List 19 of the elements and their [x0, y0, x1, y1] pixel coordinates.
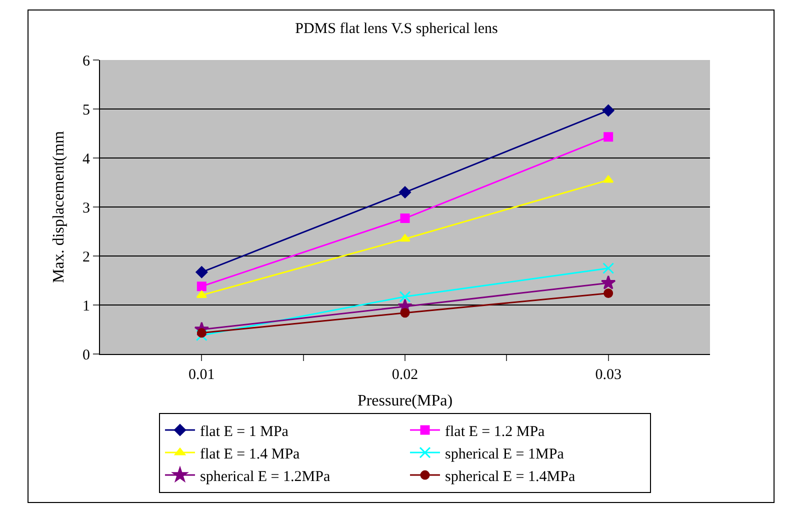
- y-tick-label: 4: [82, 151, 90, 168]
- x-tick-label: 0.02: [392, 367, 418, 383]
- legend-label: flat E = 1.4 MPa: [200, 446, 300, 462]
- x-tick-label: 0.01: [188, 367, 215, 383]
- y-tick-label: 6: [82, 53, 90, 70]
- y-tick-label: 3: [82, 200, 90, 216]
- legend-label: spherical E = 1MPa: [445, 446, 564, 462]
- y-tick-label: 0: [82, 347, 90, 364]
- y-axis-title: Max. displacement(mm: [50, 130, 68, 283]
- legend-label: flat E = 1 MPa: [200, 424, 289, 440]
- y-tick-label: 1: [82, 298, 90, 314]
- legend-label: flat E = 1.2 MPa: [445, 424, 546, 440]
- legend-label: spherical E = 1.2MPa: [200, 468, 330, 485]
- y-tick-label: 5: [82, 102, 90, 118]
- legend-label: spherical E = 1.4MPa: [445, 468, 576, 485]
- x-axis-title: Pressure(MPa): [357, 392, 453, 410]
- x-tick-label: 0.03: [595, 367, 622, 383]
- chart-title: PDMS flat lens V.S spherical lens: [295, 21, 498, 38]
- y-tick-label: 2: [82, 249, 90, 266]
